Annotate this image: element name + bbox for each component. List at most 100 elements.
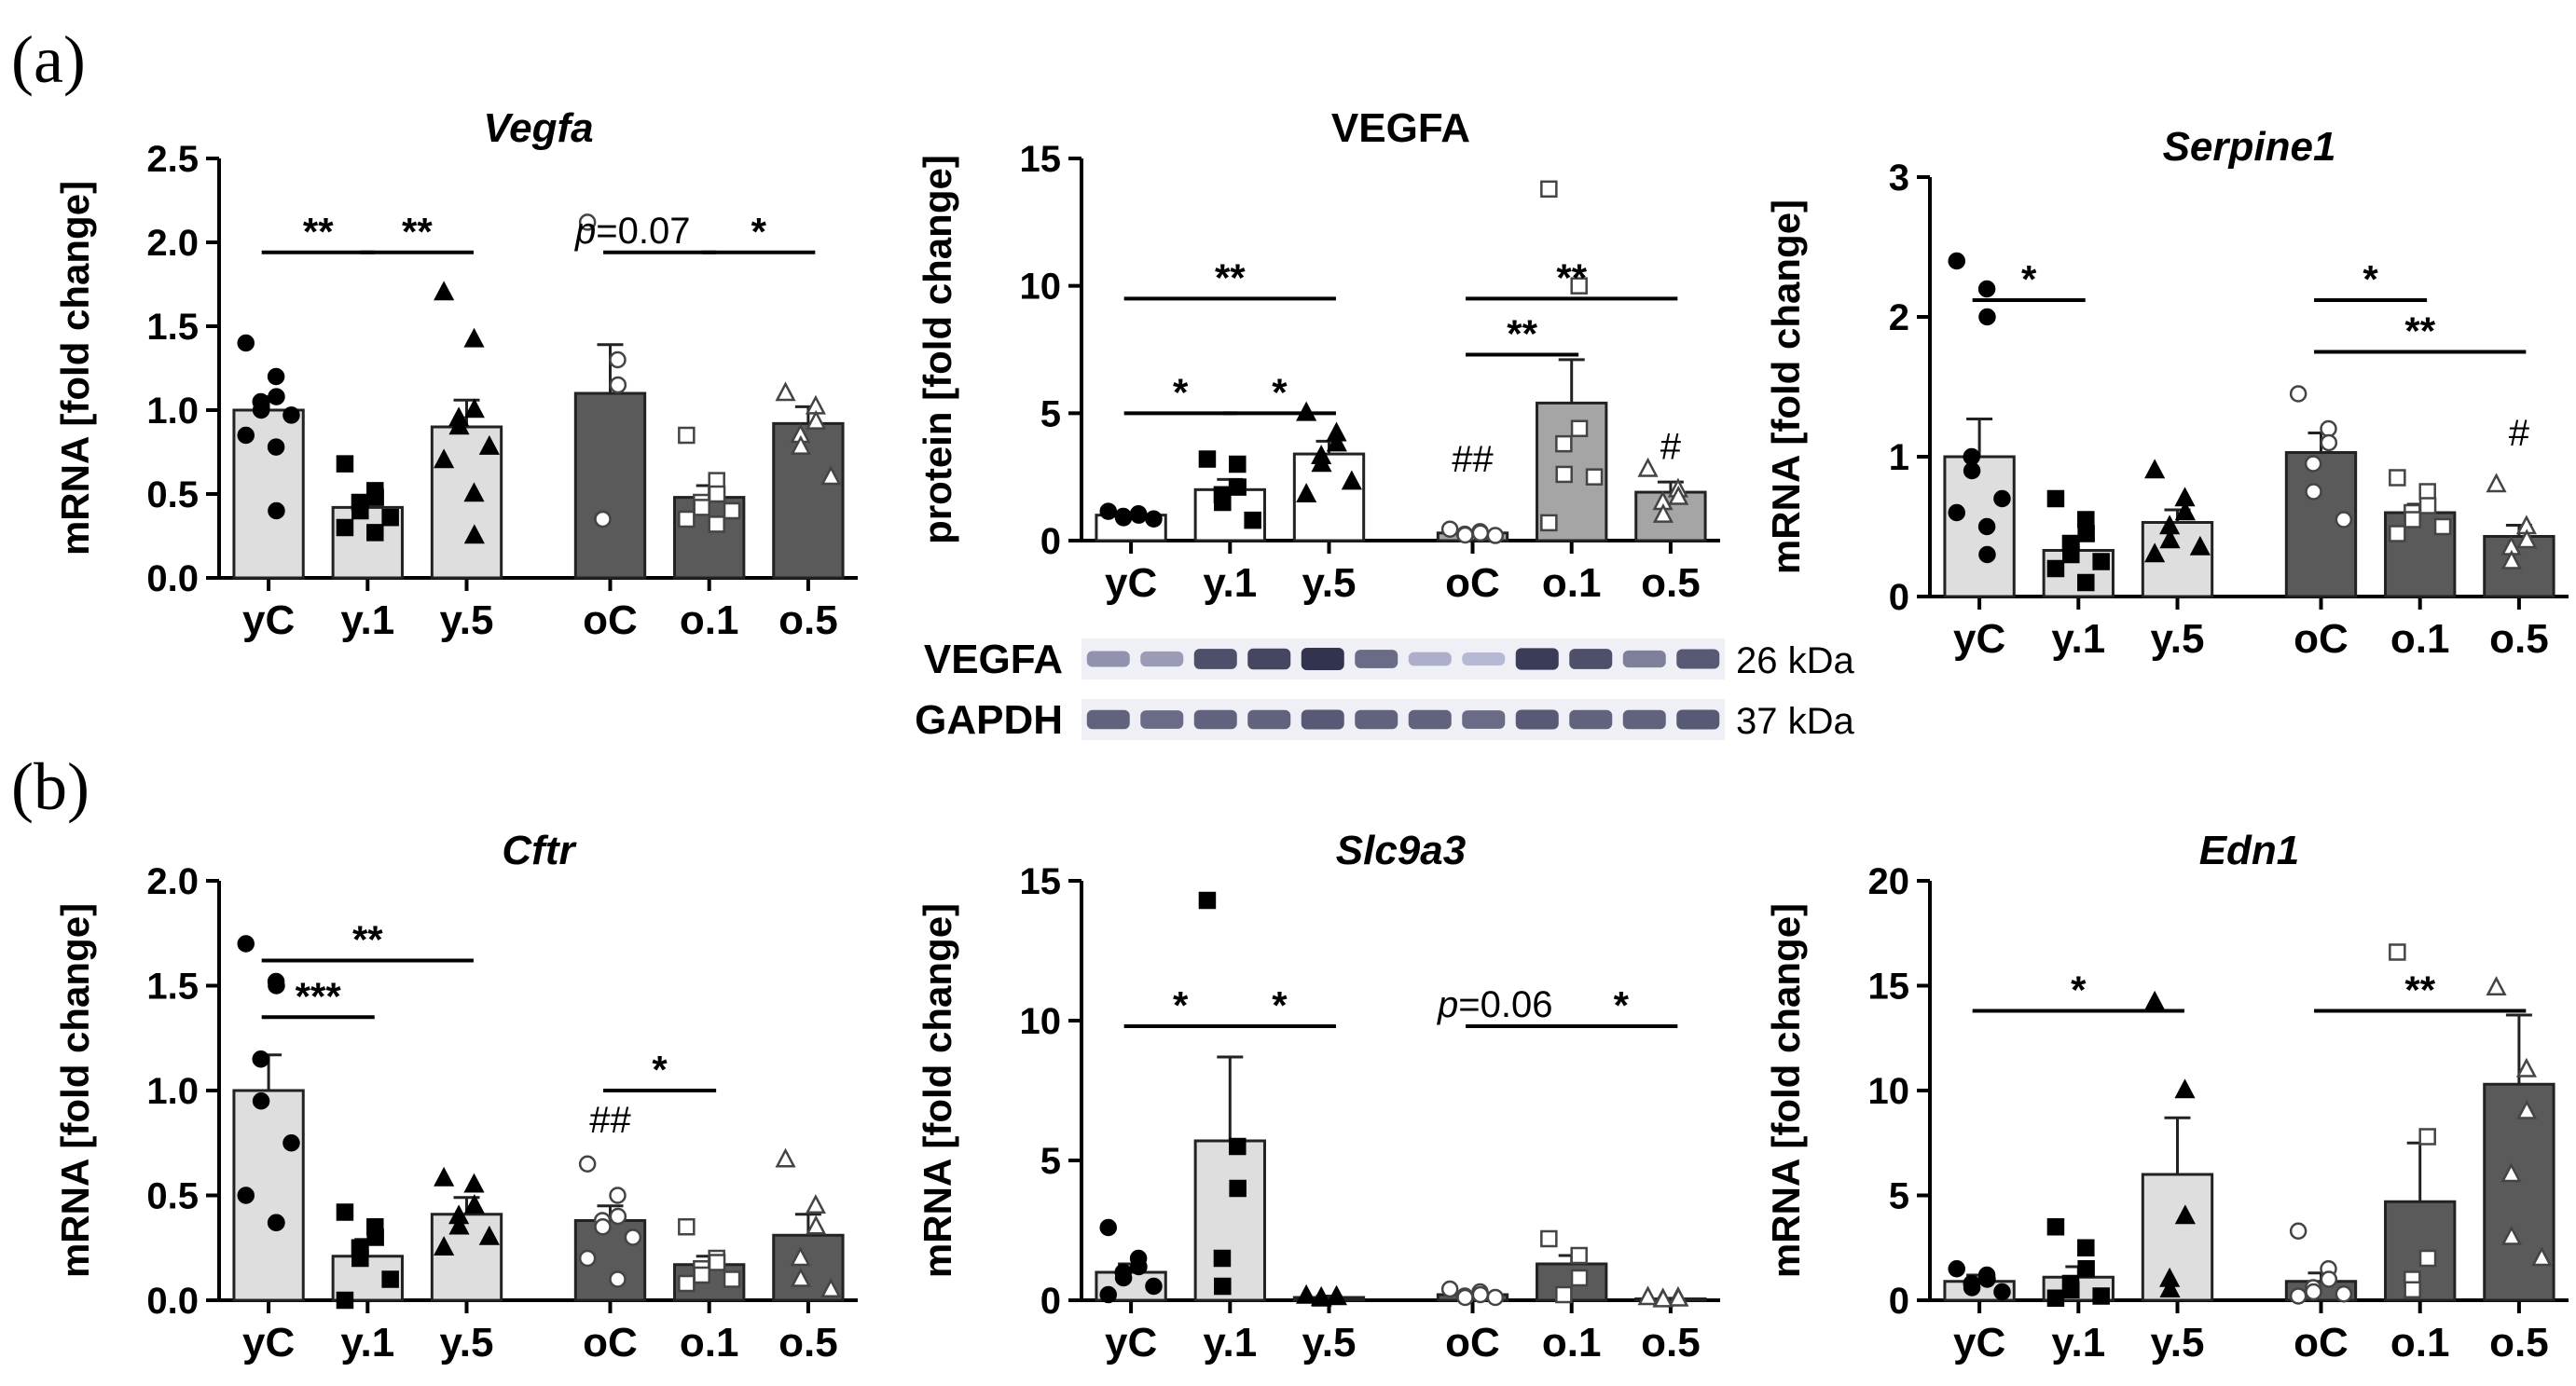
y-tick-label: 3 [1889,158,1909,199]
data-point [578,1249,597,1268]
data-point [2320,1270,2338,1288]
x-tick-label: o.1 [2390,616,2450,662]
data-point [2046,1289,2065,1307]
x-tick-label: oC [1445,1320,1500,1365]
data-point [2077,525,2095,542]
data-point [268,977,285,995]
data-point [2174,1204,2196,1225]
data-point [2289,385,2307,403]
data-point [1993,1283,2011,1301]
y-tick-label: 15 [1868,967,1910,1008]
blot-band [1462,652,1506,666]
bar-y.5 [430,425,503,580]
chart-vegfa: Vegfa mRNA [fold change] 0.0 0.5 1.0 1.5 2.0 2.… [53,105,858,643]
blot-band [1140,651,1184,667]
blot-band [1140,710,1184,729]
significance-label: * [1272,983,1288,1027]
data-point [1471,524,1490,542]
x-tick-label: yC [1953,616,2005,662]
data-point [2335,511,2353,528]
data-point [2404,511,2421,528]
data-point [1229,1179,1247,1198]
data-point [2062,545,2080,564]
x-tick-label: yC [242,1320,295,1365]
data-point [2046,1218,2065,1236]
western-blot: VEGFA 26 kDa GAPDH 37 kDa [915,637,1854,743]
data-point [237,1187,255,1204]
data-point [1145,1277,1163,1296]
data-point [723,1270,741,1288]
data-point [366,524,384,542]
data-point [2144,542,2166,563]
data-point [1311,452,1332,473]
significance-label: * [1173,370,1189,414]
data-point [1486,1288,1505,1307]
data-point [1963,461,1981,480]
data-point [2092,553,2110,570]
data-point [2404,1281,2421,1298]
bar-y.5 [430,1213,503,1302]
data-point [820,465,842,486]
hash-label: ## [589,1100,631,1141]
data-point [336,455,354,473]
data-point [1296,1283,1317,1304]
data-point [1130,506,1148,524]
x-tick-label: yC [242,597,295,643]
y-tick-label: 0 [1889,577,1909,618]
data-point [1570,419,1589,437]
x-tick-label: y.5 [440,1320,494,1365]
data-point [1099,502,1117,520]
blot-band [1515,709,1559,730]
y-tick-label: 5 [1040,393,1061,434]
data-point [1341,470,1362,490]
data-point [1637,457,1659,477]
data-point [578,213,597,231]
data-point [2144,459,2166,479]
blot-band [1462,710,1506,729]
x-tick-label: o.5 [1641,1320,1701,1365]
data-point [351,501,369,520]
blot-band [1301,648,1344,670]
data-point [1977,517,1996,536]
blot-band [1408,652,1452,666]
data-point [463,524,485,544]
hash-label: # [1660,427,1682,468]
data-point [578,1155,597,1173]
significance-label: * [751,210,767,254]
data-point [2289,1222,2307,1240]
blot-protein-label: VEGFA [924,637,1063,682]
blot-band [1193,709,1237,730]
data-point [2046,489,2065,508]
data-point [2418,497,2437,515]
data-point [1668,485,1689,505]
data-point [1555,1285,1573,1304]
data-point [1311,1286,1332,1307]
data-point [2531,1246,2553,1267]
data-point [1978,545,1996,564]
data-point [693,499,710,516]
data-point [252,401,270,419]
data-point [1963,447,1980,466]
data-point [1570,1269,1589,1287]
data-point [448,1214,470,1235]
data-point [678,510,696,528]
data-point [252,1092,270,1110]
x-tick-label: o.5 [1641,560,1701,606]
y-tick-label: 2.5 [146,139,199,180]
blot-row-background [1081,699,1725,740]
y-axis-label: protein [fold change] [916,155,959,544]
y-tick-label: 0 [1889,1281,1909,1322]
blot-size-label: 37 kDa [1736,701,1854,742]
significance-label: * [2071,968,2087,1012]
data-point [268,388,285,405]
blot-band [1622,709,1666,730]
data-point [2077,1239,2095,1256]
y-tick-label: 15 [1020,139,1062,180]
data-point [463,1194,485,1214]
data-point [2159,1278,2181,1297]
data-point [805,1194,826,1214]
x-tick-label: yC [1105,1320,1157,1365]
data-point [2304,455,2322,473]
data-point [609,1207,627,1226]
chart-cftr: Cftr mRNA [fold change] 0.0 0.5 1.0 1.5 2.0 yC y… [53,828,858,1365]
